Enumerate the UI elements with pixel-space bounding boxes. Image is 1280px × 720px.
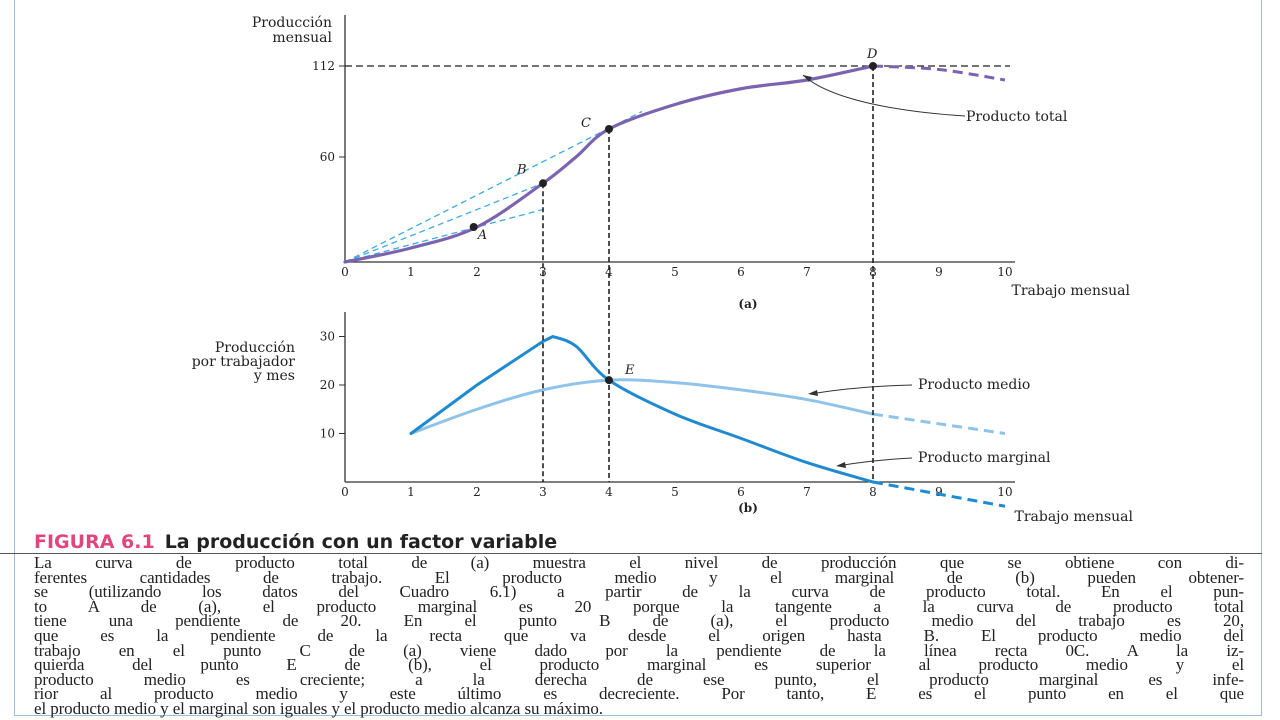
x-tick-a-10: 10 [997,265,1012,279]
series-extension-producto-marginal [872,480,1006,508]
x-tick-a-0: 0 [341,265,349,279]
caption-body: La curva de producto total de (a) muestr… [34,553,1244,718]
reference-lines-a [344,65,1010,263]
x-tick-b-2: 2 [473,485,481,499]
caption-line: ferentes cantidades de trabajo. El produ… [34,567,1244,587]
panel-a: Producción mensual Trabajo mensual (a) 0… [252,15,1131,311]
series-extension-producto-total [872,64,1006,82]
production-figure: Producción mensual Trabajo mensual (a) 0… [192,15,1134,525]
y-tick-b-10: 10 [320,427,335,441]
xlabel-b: Trabajo mensual [1014,509,1133,525]
arrow-producto-marginal [837,457,913,467]
ref-tangent-at-A [344,208,544,263]
x-tick-b-6: 6 [737,485,745,499]
xlabel-a: Trabajo mensual [1011,283,1130,299]
x-tick-a-6: 6 [737,265,745,279]
figure-frame [14,0,1262,716]
annotation-producto-marginal: Producto marginal [918,450,1051,466]
series-line-producto-total [343,64,875,264]
x-tick-a-5: 5 [671,265,679,279]
arrowhead-producto-total [803,75,812,82]
x-tick-b-10: 10 [997,485,1012,499]
point-label-A: A [477,228,487,243]
points-a: A B C D [469,47,878,243]
point-A [469,223,478,231]
arrow-producto-total [802,74,966,117]
series-a [343,64,1006,264]
x-tick-a-2: 2 [473,265,481,279]
y-ticks-a: 60 112 [312,59,345,164]
caption-line: rior al producto medio y este último es … [34,684,1244,704]
y-tick-b-20: 20 [320,378,335,392]
caption-rule [0,553,1262,554]
x-tick-b-8: 8 [869,485,877,499]
x-ticks-b: 0 1 2 3 4 5 6 7 8 9 10 [341,485,1012,499]
x-tick-a-8: 8 [869,265,877,279]
caption-title-row: FIGURA 6.1 La producción con un factor va… [34,531,1244,553]
caption-line: trabajo en el punto C de (a) viene dado … [34,640,1244,660]
vertical-connectors [542,66,874,482]
annotation-producto-medio: Producto medio [918,377,1030,393]
series-b [409,335,1006,508]
x-tick-a-4: 4 [605,265,613,279]
x-tick-a-7: 7 [803,265,811,279]
annotation-producto-total: Producto total [966,109,1068,125]
ylabel-b-line-3: y mes [253,368,295,384]
series-line-producto-medio [409,378,875,435]
series-extension-producto-medio [872,412,1006,435]
caption-line: quierda del punto E de (b), el producto … [34,655,1244,675]
ylabel-b-line-1: Producción [215,340,295,356]
ref-ray-origin-B [344,182,544,263]
series-line-producto-marginal [409,335,875,484]
figure-caption-title: FIGURA 6.1 La producción con un factor va… [34,531,1244,553]
arrowhead-producto-medio [808,390,818,396]
point-label-E: E [624,363,635,378]
point-label-D: D [866,47,878,62]
caption-line: que es la pendiente de la recta que va d… [34,625,1244,645]
x-tick-b-3: 3 [539,485,547,499]
arrowhead-producto-marginal [836,462,846,468]
caption-line: La curva de producto total de (a) muestr… [34,553,1244,572]
caption-line: producto medio es creciente; a la derech… [34,669,1244,689]
y-ticks-b: 10 20 30 [320,330,345,441]
y-tick-a-60: 60 [320,150,335,164]
sublabel-b: (b) [738,501,758,515]
x-tick-b-5: 5 [671,485,679,499]
ref-ray-origin-C [344,110,643,263]
figure-title: La producción con un factor variable [164,531,558,553]
x-tick-a-9: 9 [935,265,943,279]
x-tick-b-4: 4 [605,485,613,499]
figure-number: FIGURA 6.1 [34,531,155,553]
y-tick-b-30: 30 [320,330,335,344]
caption-line: el producto medio y el marginal son igua… [34,698,603,718]
caption-line: to A de (a), el producto marginal es 20 … [34,596,1244,616]
x-tick-a-1: 1 [407,265,415,279]
x-tick-b-7: 7 [803,485,811,499]
ylabel-a-line-1: Producción [252,15,332,31]
arrow-producto-medio [809,384,913,395]
x-tick-b-9: 9 [935,485,943,499]
x-tick-b-0: 0 [341,485,349,499]
x-tick-b-1: 1 [407,485,415,499]
ylabel-b-line-2: por trabajador [192,354,296,370]
ylabel-a-line-2: mensual [272,30,332,46]
caption-line: se (utilizando los datos del Cuadro 6.1)… [34,582,1244,602]
sublabel-a: (a) [738,297,757,311]
point-label-B: B [516,162,527,177]
caption-line: tiene una pendiente de 20. En el punto B… [34,611,1244,631]
y-tick-a-112: 112 [312,59,335,73]
point-label-C: C [581,116,591,131]
panel-b: Producción por trabajador y mes Trabajo … [192,312,1134,525]
